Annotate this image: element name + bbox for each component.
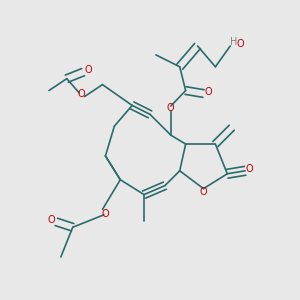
Text: O: O	[167, 103, 175, 113]
Text: O: O	[77, 89, 85, 99]
Text: O: O	[246, 164, 254, 174]
Text: O: O	[47, 215, 55, 225]
Text: O: O	[200, 187, 207, 196]
Text: H: H	[230, 37, 237, 46]
Text: O: O	[102, 208, 109, 219]
Text: O: O	[84, 65, 92, 75]
Text: O: O	[237, 39, 244, 49]
Text: O: O	[204, 87, 212, 97]
